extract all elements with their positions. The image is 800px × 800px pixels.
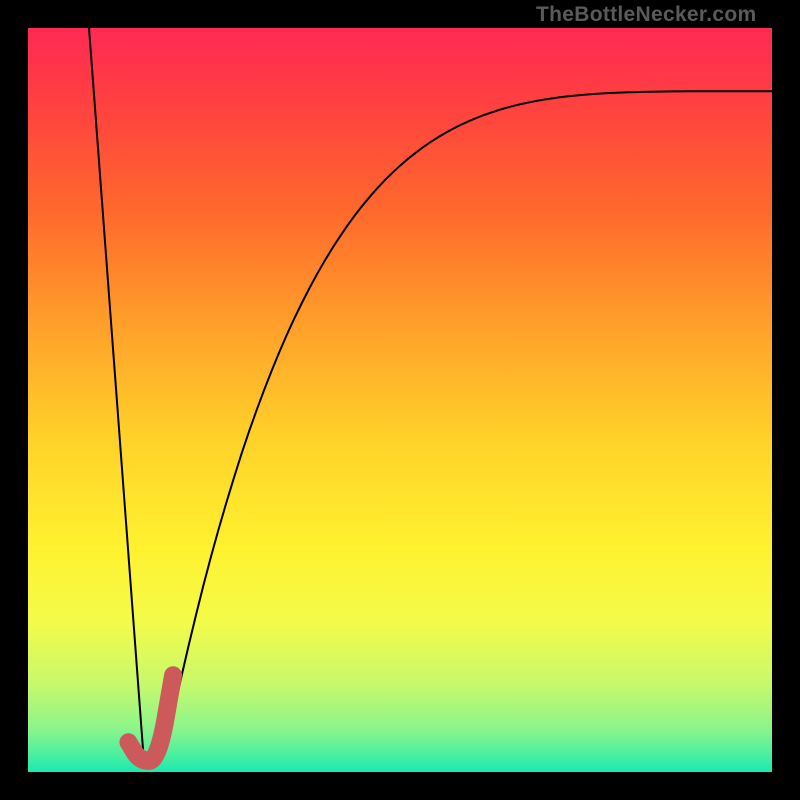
chart-root: TheBottleNecker.com <box>0 0 800 800</box>
watermark-text: TheBottleNecker.com <box>536 3 756 27</box>
chart-svg <box>0 0 800 800</box>
gradient-plot-area <box>28 28 772 772</box>
